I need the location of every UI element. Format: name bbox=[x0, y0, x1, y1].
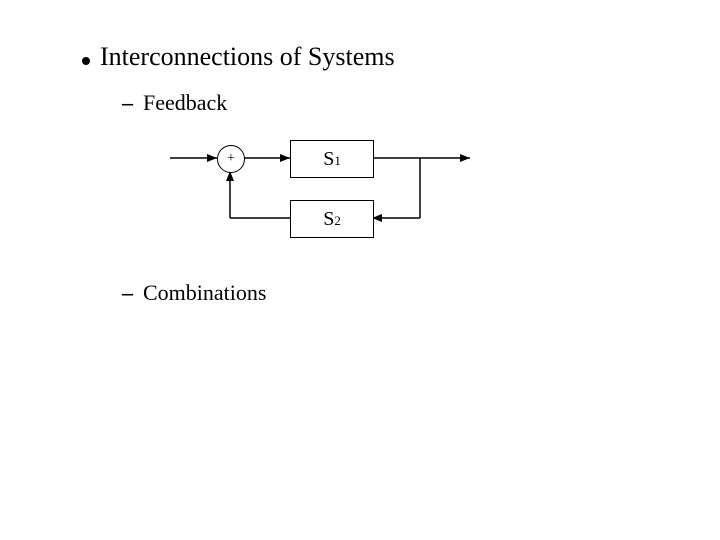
heading-row: Interconnections of Systems bbox=[82, 42, 395, 72]
sub-item-combinations: – Combinations bbox=[122, 280, 266, 306]
sub-item-combinations-label: Combinations bbox=[143, 280, 266, 306]
block-s2: S2 bbox=[290, 200, 374, 238]
sub-item-feedback-label: Feedback bbox=[143, 90, 227, 116]
feedback-diagram: + S1 S2 bbox=[160, 128, 490, 248]
heading-text: Interconnections of Systems bbox=[100, 42, 395, 72]
sub-item-feedback: – Feedback bbox=[122, 90, 227, 116]
dash-icon: – bbox=[122, 90, 133, 116]
summing-node: + bbox=[217, 145, 245, 173]
bullet-disc-icon bbox=[82, 57, 90, 65]
dash-icon: – bbox=[122, 280, 133, 306]
block-s1: S1 bbox=[290, 140, 374, 178]
slide: Interconnections of Systems – Feedback +… bbox=[0, 0, 720, 540]
